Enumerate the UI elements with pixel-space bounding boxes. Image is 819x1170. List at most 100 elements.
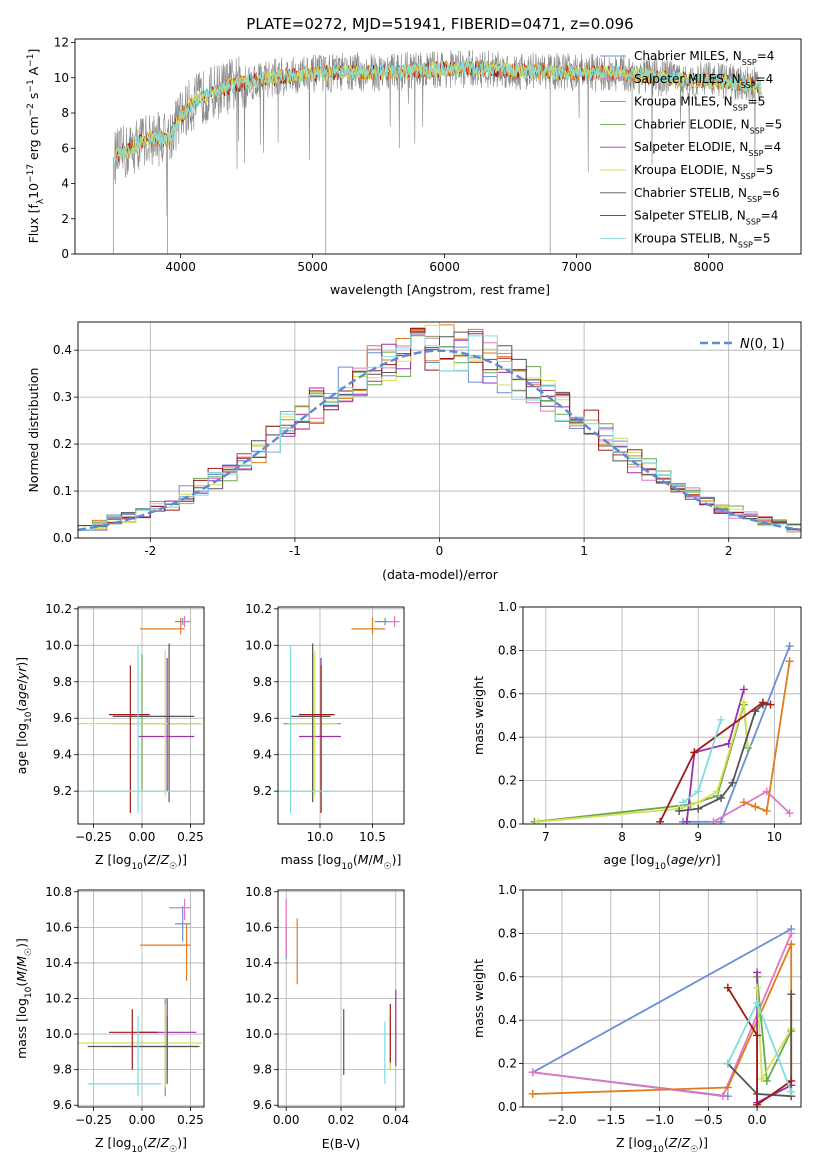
x-tick-label: 8000 (693, 260, 724, 274)
model-spectrum-kroupa_elodie (114, 60, 762, 165)
weight-line-chabrier_elodie (756, 976, 793, 1085)
x-tick-label: 4000 (165, 260, 196, 274)
y-tick-label: 0.0 (498, 817, 517, 831)
weight-marker-chabrier_elodie (762, 1076, 771, 1085)
x-tick-label: 0.02 (328, 1113, 355, 1127)
x-tick-label: 10.5 (359, 830, 386, 844)
weight-line-kroupa_stelib (682, 719, 722, 804)
legend-label-chabrier_elodie: Chabrier ELODIE, NSSP=5 (634, 117, 782, 135)
weight-marker-salpeter_stelib (753, 1100, 762, 1107)
legend-label-salpeter_elodie: Salpeter ELODIE, NSSP=4 (634, 140, 781, 158)
y-tick-label: 10.0 (245, 638, 272, 652)
y-tick-label: 0 (61, 247, 69, 261)
weight-marker-kroupa_miles (785, 657, 794, 666)
weight-line-salpeter_miles (532, 933, 793, 1098)
weight-marker-kroupa_stelib (717, 715, 726, 724)
y-tick-label: 9.6 (53, 1098, 72, 1112)
axes-frame (522, 889, 802, 1108)
weight-marker-kroupa_elodie (713, 787, 722, 796)
weight-marker-kroupa_stelib (694, 787, 703, 796)
weight-line-chabrier_elodie (534, 704, 749, 823)
plot-area (112, 50, 762, 254)
y-tick-label: 12 (54, 36, 69, 50)
x-tick-label: −0.25 (75, 1113, 112, 1127)
x-tick-label: 0.25 (177, 1113, 204, 1127)
y-tick-label: 1.0 (498, 883, 517, 897)
x-tick-label: 7000 (561, 260, 592, 274)
x-tick-label: −0.25 (75, 830, 112, 844)
y-tick-label: 9.6 (53, 711, 72, 725)
weight-marker-kroupa_elodie (757, 1074, 766, 1083)
panel-weight_vs_Z: −2.0 −1.5 −1.0 −0.5 0.0 0.0 0.2 0.4 0.6 0.8 1.0 Z [… (471, 883, 802, 1155)
weight-marker-salpeter_stelib (656, 817, 665, 824)
y-tick-label: 0.8 (498, 926, 517, 940)
weight-marker-chabrier_stelib (728, 778, 737, 787)
y-tick-label: 9.8 (53, 1063, 72, 1077)
y-tick-label: 0.2 (498, 1057, 517, 1071)
weight-marker-kroupa_elodie (753, 983, 762, 992)
y-tick-label: 0.6 (498, 970, 517, 984)
y-tick-label: 2 (61, 212, 69, 226)
x-tick-label: 2 (725, 544, 733, 558)
x-axis-label: mass [log10(M/M☉)] (281, 852, 402, 872)
axes-frame (77, 606, 205, 825)
weight-marker-kroupa_stelib (723, 1059, 732, 1068)
x-axis-label: Z [log10(Z/Z☉)] (95, 852, 187, 872)
panel-age_vs_mass: 10.0 10.5 9.2 9.4 9.6 9.8 10.0 10.2 mass [log10(… (245, 602, 405, 872)
y-tick-label: 10.0 (45, 1027, 72, 1041)
weight-marker-kroupa_miles (787, 940, 796, 949)
y-tick-label: 8 (61, 106, 69, 120)
y-axis-label: mass [log10(M/M☉)] (14, 938, 34, 1059)
figure-title: PLATE=0272, MJD=51941, FIBERID=0471, z=0… (246, 15, 633, 33)
panel-mass_vs_Z: −0.25 0.00 0.25 9.6 9.8 10.0 10.2 10.4 10.6 10.8 Z… (14, 885, 205, 1155)
x-axis-label: wavelength [Angstrom, rest frame] (330, 282, 550, 297)
y-axis-label: Flux [fλ10−17 erg cm−2 s−1 A−1] (26, 49, 46, 244)
y-tick-label: 4 (61, 177, 69, 191)
legend-label-salpeter_miles: Salpeter MILES, NSSP=4 (634, 72, 773, 90)
y-tick-label: 10.0 (245, 1027, 272, 1041)
y-tick-label: 0.1 (53, 484, 72, 498)
weight-line-chabrier_stelib (727, 994, 793, 1098)
axes-frame (277, 606, 405, 825)
x-tick-label: 0.00 (273, 1113, 300, 1127)
x-axis-label: age [log10(age/yr)] (603, 852, 720, 872)
weight-marker-salpeter_stelib (758, 698, 767, 707)
x-tick-label: 0.25 (177, 830, 204, 844)
y-axis-label: Normed distribution (26, 368, 41, 493)
weight-marker-kroupa_miles (762, 806, 771, 815)
histogram-kroupa_stelib (78, 333, 801, 532)
y-tick-label: 0.4 (498, 730, 517, 744)
x-tick-label: 9 (694, 830, 702, 844)
y-tick-label: 10.6 (45, 920, 72, 934)
x-tick-label: 10.0 (307, 830, 334, 844)
x-tick-label: 0.0 (748, 1113, 767, 1127)
model-spectrum-kroupa_stelib (114, 60, 762, 165)
panel-age_vs_Z: −0.25 0.00 0.25 9.2 9.4 9.6 9.8 10.0 10.2 Z [log1… (14, 602, 205, 872)
y-tick-label: 0.0 (53, 531, 72, 545)
x-axis-label: Z [log10(Z/Z☉)] (95, 1135, 187, 1155)
y-tick-label: 10.2 (245, 602, 272, 616)
weight-marker-salpeter_miles (718, 1092, 727, 1101)
legend-label-chabrier_stelib: Chabrier STELIB, NSSP=6 (634, 186, 780, 204)
legend-label-salpeter_stelib: Salpeter STELIB, NSSP=4 (634, 209, 778, 227)
y-axis-label: age [log10(age/yr)] (14, 657, 34, 774)
x-tick-label: 0 (436, 544, 444, 558)
x-tick-label: −1.5 (596, 1113, 625, 1127)
x-axis-label: Z [log10(Z/Z☉)] (616, 1135, 708, 1155)
y-tick-label: 0.0 (498, 1100, 517, 1114)
y-tick-label: 0.4 (53, 343, 72, 357)
weight-marker-salpeter_miles (528, 1068, 537, 1077)
x-tick-label: 0.00 (129, 830, 156, 844)
legend-label-gaussian: N(0, 1) (740, 337, 785, 352)
x-tick-label: -1 (289, 544, 301, 558)
weight-marker-chabrier_stelib (787, 990, 796, 999)
y-tick-label: 10.2 (45, 602, 72, 616)
y-tick-label: 9.2 (253, 784, 272, 798)
axes-frame (77, 321, 802, 539)
x-tick-label: −1.0 (645, 1113, 674, 1127)
y-tick-label: 10.0 (45, 638, 72, 652)
weight-marker-kroupa_elodie (534, 817, 543, 824)
x-tick-label: 7 (542, 830, 550, 844)
weight-line-salpeter_stelib (659, 701, 771, 823)
